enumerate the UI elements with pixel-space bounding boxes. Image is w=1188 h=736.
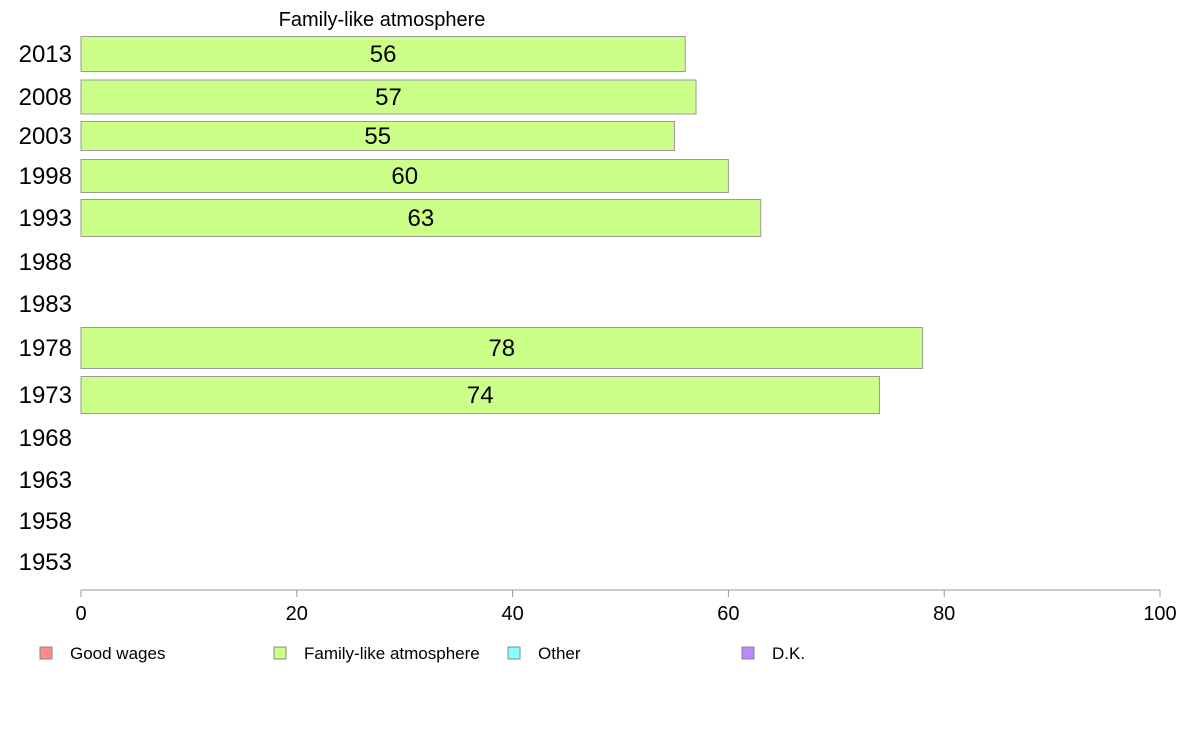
bar — [80, 199, 762, 237]
x-tick-label: 100 — [1143, 603, 1176, 625]
x-tick-label: 80 — [933, 603, 955, 625]
year-label: 1993 — [19, 205, 72, 232]
legend-swatch — [39, 646, 53, 660]
year-labels-group: 2013 2008 2003 1998 1993 1988 1983 1978 1973 1968… — [19, 41, 72, 576]
legend-label: Good wages — [70, 644, 165, 663]
bar-value-label: 60 — [391, 163, 418, 190]
x-tick-label: 20 — [286, 603, 308, 625]
year-label: 1978 — [19, 335, 72, 362]
chart-title: Family-like atmosphere — [279, 9, 486, 31]
year-label: 1983 — [19, 291, 72, 318]
year-label: 2003 — [19, 123, 72, 150]
bar — [80, 376, 880, 414]
year-label: 1968 — [19, 425, 72, 452]
x-tick-label: 0 — [75, 603, 86, 625]
legend-swatch — [507, 646, 521, 660]
legend-label: Family-like atmosphere — [304, 644, 480, 663]
legend-label: Other — [538, 644, 581, 663]
bar — [80, 159, 729, 193]
bars-group — [80, 36, 924, 414]
bar — [80, 79, 697, 115]
bar — [80, 327, 924, 369]
bar — [80, 121, 675, 151]
year-label: 1953 — [19, 549, 72, 576]
year-label: 1958 — [19, 508, 72, 535]
bar-value-label: 78 — [488, 335, 515, 362]
year-label: 1988 — [19, 249, 72, 276]
bar-value-label: 56 — [370, 41, 397, 68]
legend-swatch — [741, 646, 755, 660]
legend-swatch — [273, 646, 287, 660]
bar-value-label: 63 — [408, 205, 435, 232]
bar-value-label: 74 — [467, 382, 494, 409]
legend: Good wages Family-like atmosphere Other D.K… — [39, 644, 805, 663]
year-label: 1973 — [19, 382, 72, 409]
bar-value-label: 57 — [375, 84, 402, 111]
year-label: 2013 — [19, 41, 72, 68]
year-label: 1998 — [19, 163, 72, 190]
x-axis: 0 20 40 60 80 100 — [75, 589, 1177, 625]
x-tick-label: 60 — [717, 603, 739, 625]
legend-label: D.K. — [772, 644, 805, 663]
year-label: 1963 — [19, 467, 72, 494]
bar — [80, 36, 686, 72]
x-tick-label: 40 — [501, 603, 523, 625]
year-label: 2008 — [19, 84, 72, 111]
bar-value-label: 55 — [364, 123, 391, 150]
